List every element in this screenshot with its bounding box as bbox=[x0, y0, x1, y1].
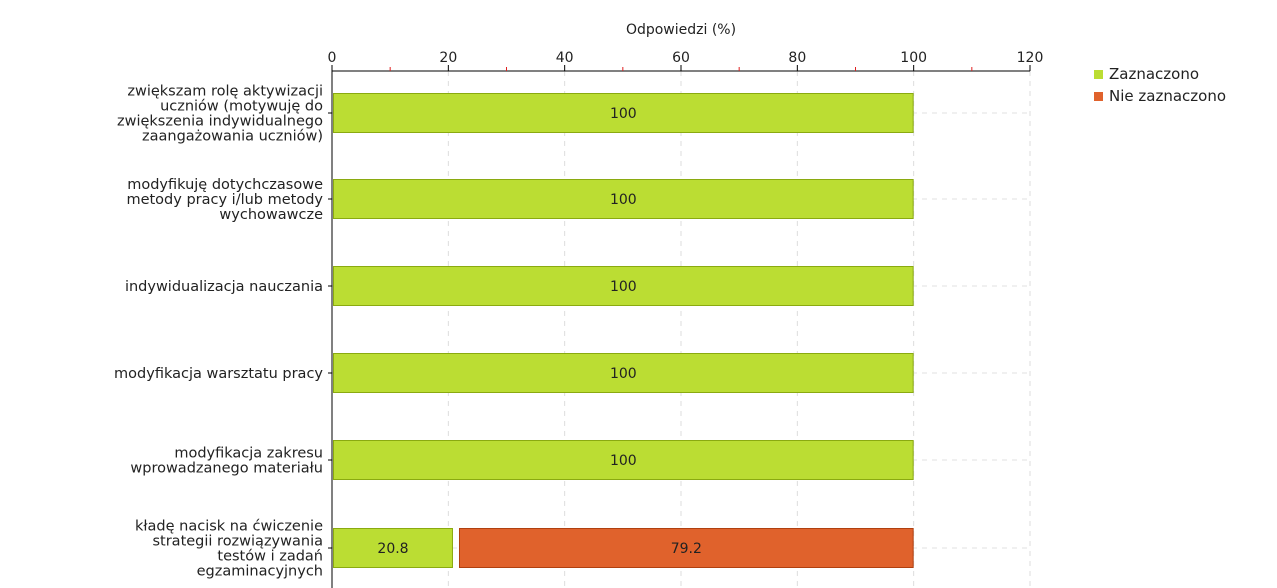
category-labels: zwiększam rolę aktywizacji uczniów (motyw… bbox=[114, 84, 323, 580]
data-label: 100 bbox=[610, 192, 637, 208]
x-tick-label: 80 bbox=[788, 50, 806, 66]
category-label: zwiększam rolę aktywizacji uczniów (motyw… bbox=[117, 84, 323, 145]
x-tick-label: 20 bbox=[439, 50, 457, 66]
data-label: 79.2 bbox=[671, 541, 702, 557]
x-tick-label: 120 bbox=[1017, 50, 1044, 66]
data-label: 100 bbox=[610, 279, 637, 295]
legend-label: Nie zaznaczono bbox=[1109, 87, 1226, 105]
data-label: 100 bbox=[610, 453, 637, 469]
x-tick-label: 0 bbox=[328, 50, 337, 66]
grid-lines bbox=[332, 71, 1031, 588]
legend: Zaznaczono Nie zaznaczono bbox=[1094, 65, 1226, 105]
category-label: modyfikuję dotychczasowe metody pracy i/l… bbox=[126, 177, 323, 223]
category-label: kładę nacisk na ćwiczenie strategii rozwi… bbox=[135, 519, 323, 580]
category-label: indywidualizacja nauczania bbox=[125, 279, 323, 295]
category-label: modyfikacja warsztatu pracy bbox=[114, 366, 323, 382]
x-tick-label: 100 bbox=[900, 50, 927, 66]
bar-nie-zaznaczono bbox=[458, 528, 914, 568]
x-tick-label: 40 bbox=[556, 50, 574, 66]
data-label: 20.8 bbox=[377, 541, 408, 557]
bar-zaznaczono bbox=[333, 440, 914, 480]
category-label: modyfikacja zakresu wprowadzanego materia… bbox=[130, 446, 323, 477]
bar-zaznaczono bbox=[333, 179, 914, 219]
bar-zaznaczono bbox=[333, 528, 453, 568]
data-label: 100 bbox=[610, 366, 637, 382]
bars: 100 100 100 100 100 20.8 79.2 bbox=[333, 93, 914, 568]
legend-label: Zaznaczono bbox=[1109, 65, 1199, 83]
x-axis: Odpowiedzi (%) 0 20 40 60 80 100 120 bbox=[328, 22, 1044, 588]
data-label: 100 bbox=[610, 106, 637, 122]
x-tick-label: 60 bbox=[672, 50, 690, 66]
legend-swatch bbox=[1094, 92, 1103, 101]
bar-zaznaczono bbox=[333, 266, 914, 306]
bar-zaznaczono bbox=[333, 93, 914, 133]
bar-zaznaczono bbox=[333, 353, 914, 393]
legend-swatch bbox=[1094, 70, 1103, 79]
x-axis-title: Odpowiedzi (%) bbox=[626, 22, 736, 38]
